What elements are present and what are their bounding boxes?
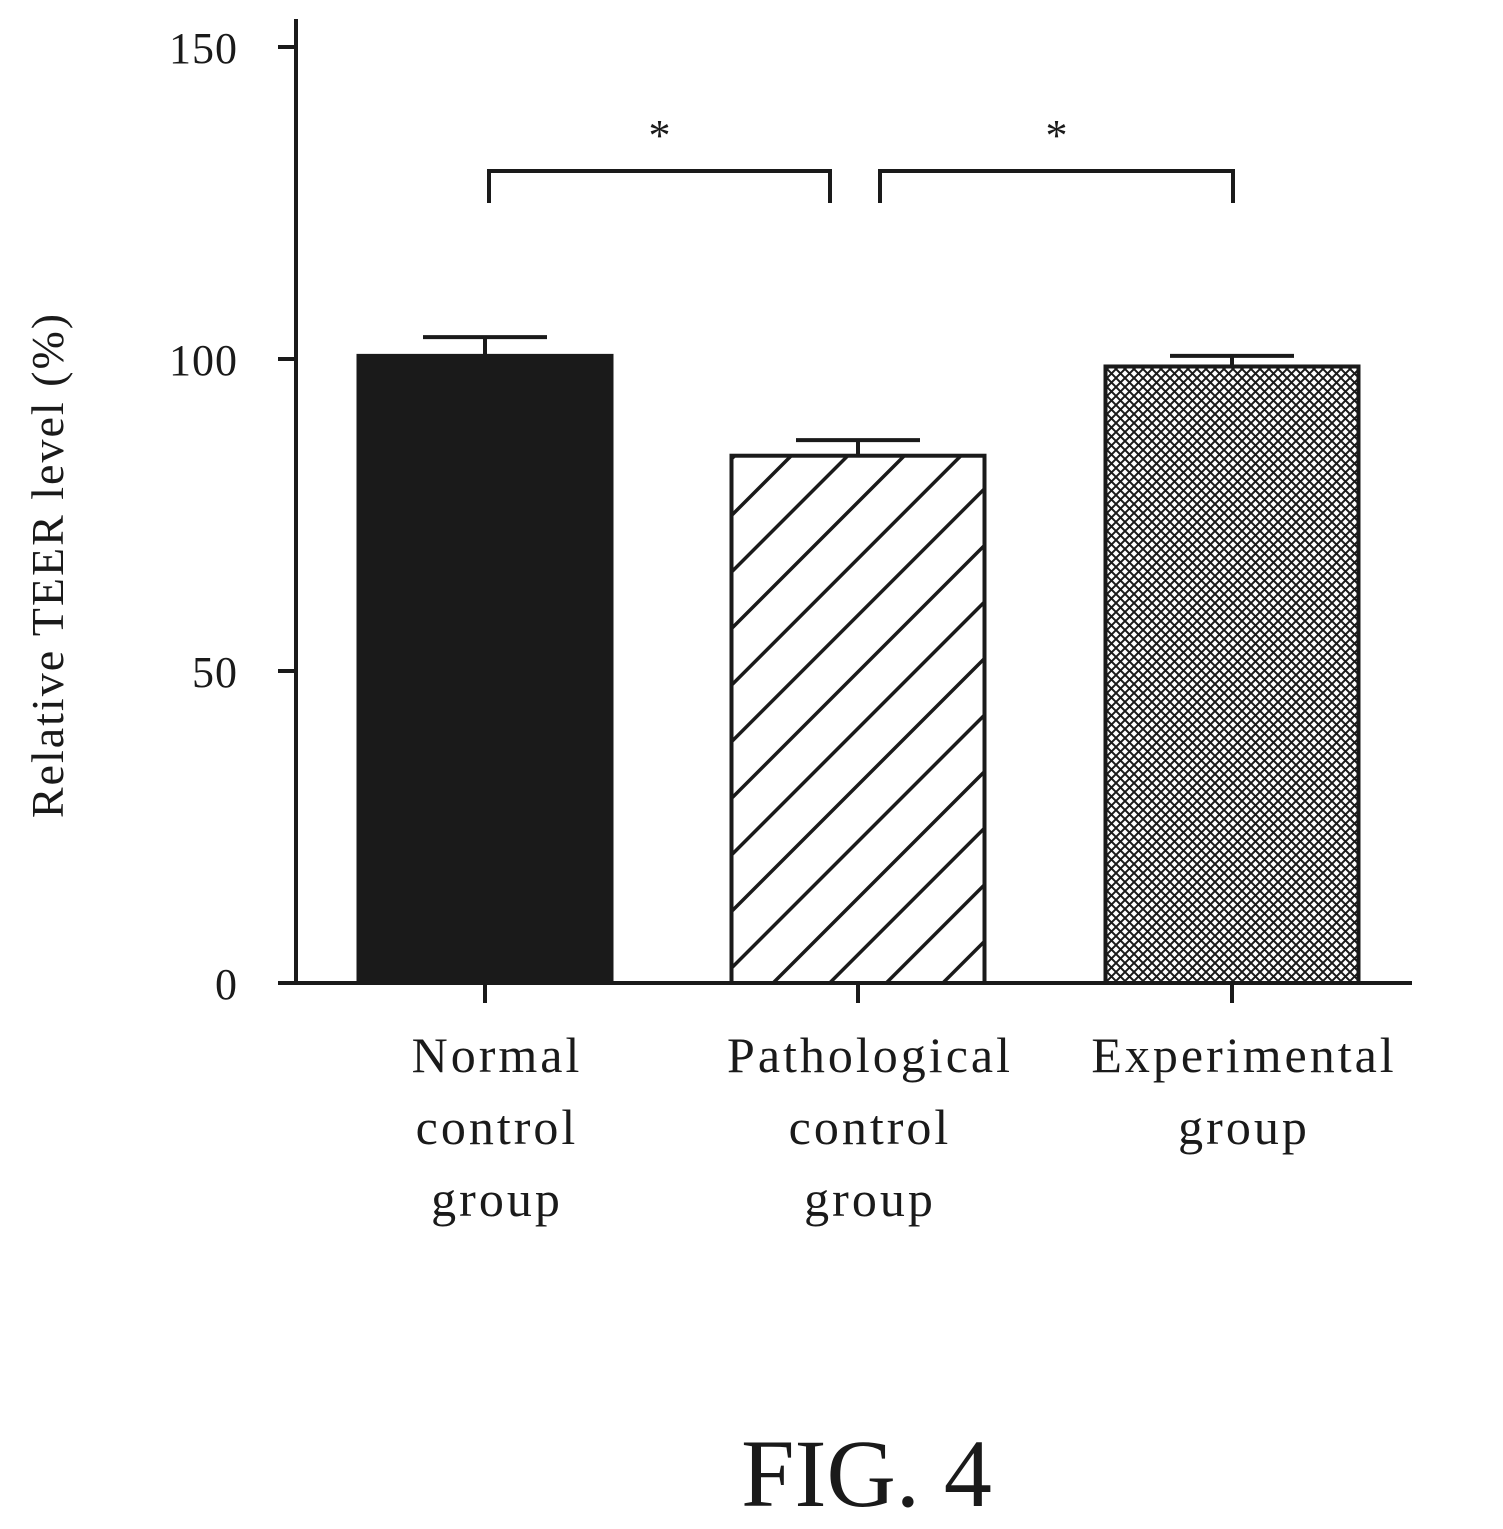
category-label-2-line-2: control bbox=[789, 1099, 952, 1155]
category-label-1-line-2: control bbox=[416, 1099, 579, 1155]
y-tick-label-150: 150 bbox=[169, 24, 238, 73]
bar-1 bbox=[356, 353, 614, 985]
category-label-1-line-3: group bbox=[431, 1171, 563, 1227]
significance-star-1: * bbox=[649, 111, 671, 160]
category-label-2-line-1: Pathological bbox=[727, 1027, 1013, 1083]
category-label-1-line-1: Normal bbox=[412, 1027, 583, 1083]
bar-3 bbox=[1103, 364, 1361, 986]
significance-star-2: * bbox=[1046, 111, 1068, 160]
significance-bracket-2 bbox=[878, 169, 1235, 203]
category-label-2-line-3: group bbox=[804, 1171, 936, 1227]
y-tick-label-0: 0 bbox=[215, 960, 238, 1009]
y-axis-label: Relative TEER level (%) bbox=[22, 312, 73, 818]
significance-bracket-1 bbox=[487, 169, 832, 203]
category-label-3-line-1: Experimental bbox=[1091, 1027, 1396, 1083]
category-label-3-line-2: group bbox=[1178, 1099, 1310, 1155]
figure-caption: FIG. 4 bbox=[741, 1420, 992, 1527]
y-tick-label-50: 50 bbox=[192, 648, 238, 697]
bar-2 bbox=[729, 453, 987, 986]
y-tick-label-100: 100 bbox=[169, 336, 238, 385]
